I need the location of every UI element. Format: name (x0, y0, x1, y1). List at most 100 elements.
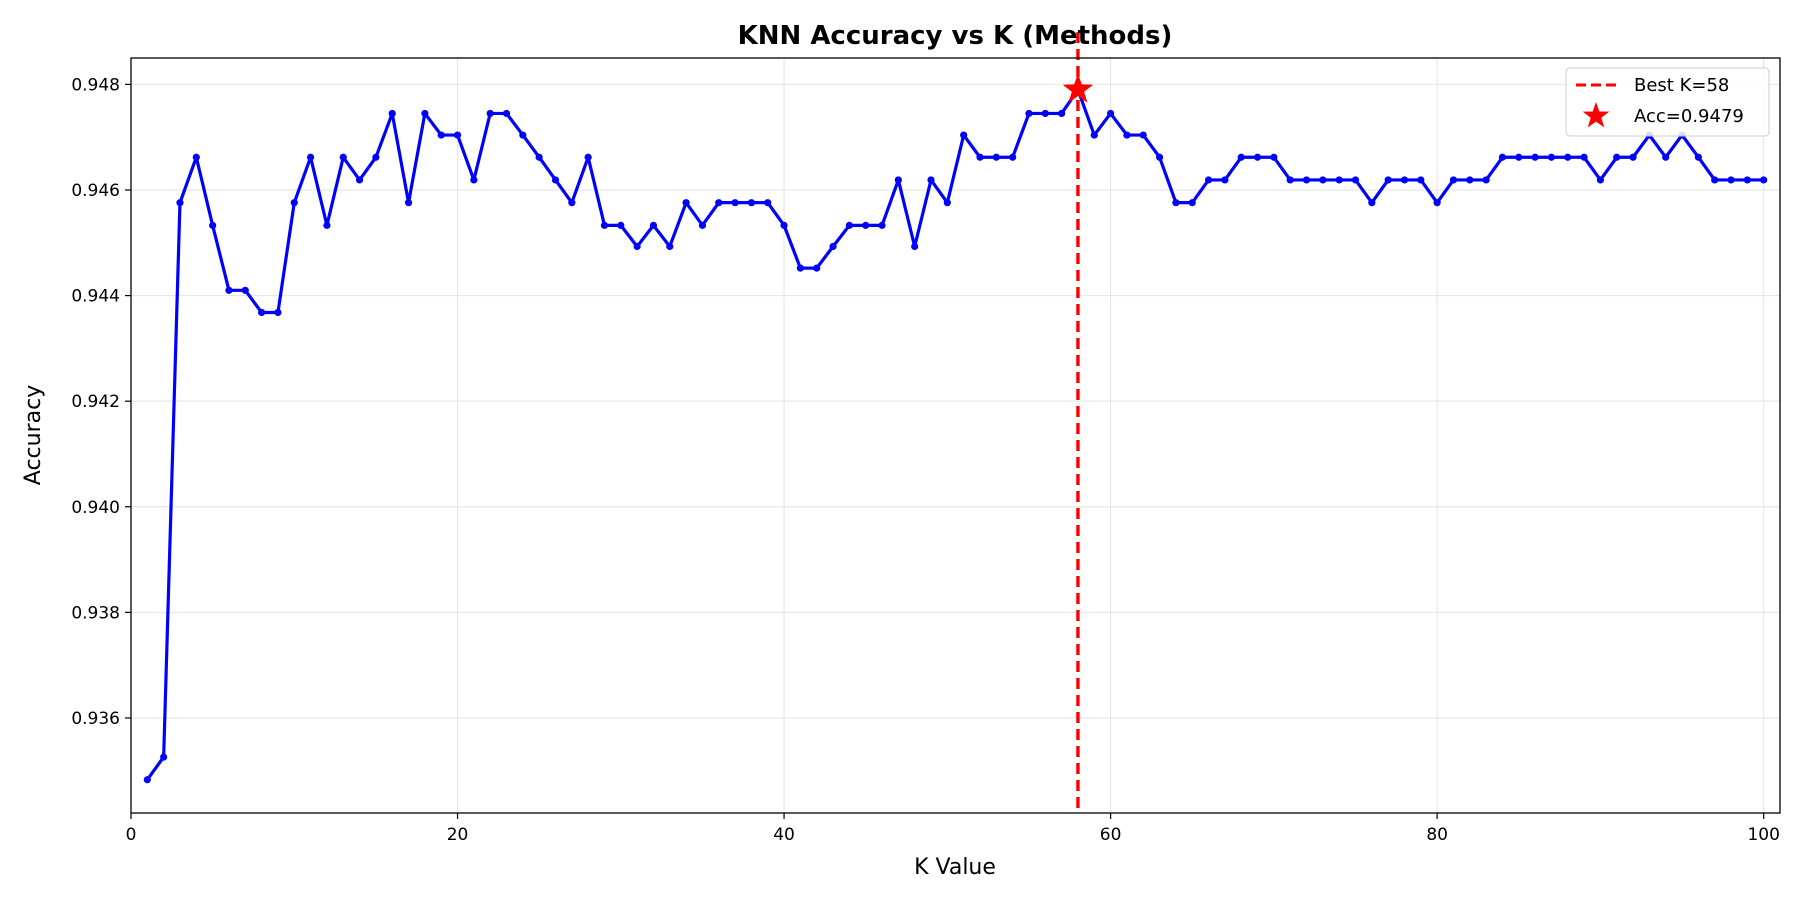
data-point (1139, 131, 1147, 139)
y-tick-label: 0.946 (71, 181, 120, 201)
data-point (1417, 176, 1425, 184)
data-point (519, 131, 527, 139)
data-point (617, 221, 625, 229)
data-point (666, 242, 674, 251)
data-point (1237, 153, 1245, 161)
data-point (1743, 176, 1751, 184)
accuracy-series-line (146, 88, 1764, 781)
data-point (176, 199, 184, 207)
data-point (323, 221, 331, 229)
data-point (796, 264, 804, 272)
data-point (764, 199, 772, 207)
plot-frame (130, 57, 1781, 814)
data-point (1368, 199, 1376, 207)
data-point (976, 153, 984, 161)
y-ticks: 0.936 0.938 0.940 0.942 0.944 0.946 0.948 (71, 75, 131, 729)
y-tick-label: 0.944 (71, 287, 120, 307)
data-point (1155, 153, 1164, 161)
data-point (780, 221, 788, 229)
data-point (355, 176, 364, 184)
data-point (1515, 153, 1523, 161)
data-point (960, 131, 968, 139)
data-point (1009, 153, 1017, 161)
data-point (911, 242, 919, 251)
x-tick-label: 80 (1426, 825, 1448, 845)
best-accuracy-star (1062, 73, 1094, 103)
data-point (1351, 176, 1360, 184)
data-point (1221, 176, 1229, 184)
data-point (992, 153, 1000, 161)
data-point (339, 153, 347, 161)
data-point (927, 176, 935, 184)
data-point (1482, 176, 1490, 184)
data-point (1253, 153, 1262, 161)
data-point (1025, 109, 1033, 118)
legend: Best K=58 Acc=0.9479 (1565, 67, 1770, 137)
legend-entry-best-k: Best K=58 (1634, 75, 1729, 96)
data-point (1107, 109, 1115, 118)
data-point (486, 109, 494, 118)
data-point (584, 153, 592, 161)
data-point (1319, 176, 1327, 184)
data-point (1433, 199, 1441, 207)
data-point (290, 199, 298, 207)
data-point (1058, 109, 1066, 118)
legend-entry-best-acc: Acc=0.9479 (1634, 106, 1744, 127)
data-point (747, 199, 756, 207)
data-point (682, 199, 690, 207)
data-point (845, 221, 853, 229)
best-k-layer (1062, 32, 1094, 813)
data-point (502, 109, 511, 118)
data-point (258, 308, 266, 317)
legend-star-icon (1582, 102, 1610, 128)
data-point (160, 753, 168, 761)
data-point (1613, 153, 1621, 161)
data-point (1760, 176, 1768, 184)
legend-box (1565, 67, 1770, 137)
y-axis-label: Accuracy (21, 385, 46, 485)
data-point (1270, 153, 1278, 161)
data-point (1302, 176, 1311, 184)
data-point (1090, 131, 1098, 139)
data-point (813, 264, 821, 272)
data-point (225, 286, 233, 294)
data-point (1727, 176, 1735, 184)
data-point (943, 199, 951, 207)
data-point (715, 199, 723, 207)
data-point (1384, 176, 1392, 184)
chart-title: KNN Accuracy vs K (Methods) (738, 21, 1173, 51)
data-point (1335, 176, 1343, 184)
y-tick-label: 0.936 (71, 709, 120, 729)
data-point (404, 199, 413, 207)
y-tick-label: 0.948 (71, 75, 120, 95)
x-axis-label: K Value (914, 855, 996, 880)
data-point (862, 221, 870, 229)
data-point (731, 199, 739, 207)
data-point (551, 176, 560, 184)
data-point (1172, 199, 1180, 207)
data-point (1498, 153, 1507, 161)
data-point (535, 153, 543, 161)
data-point (829, 242, 837, 251)
data-point (437, 131, 445, 139)
data-point (372, 153, 380, 161)
y-tick-label: 0.940 (71, 498, 120, 518)
x-tick-label: 0 (126, 825, 137, 845)
data-point (453, 131, 462, 139)
data-point (1662, 153, 1670, 161)
data-point (1711, 176, 1719, 184)
data-point (1286, 176, 1294, 184)
y-tick-label: 0.942 (71, 392, 120, 412)
data-point (1564, 153, 1572, 161)
x-tick-label: 60 (1100, 825, 1122, 845)
data-point (1400, 176, 1409, 184)
data-point (421, 109, 429, 118)
data-point (1547, 153, 1556, 161)
data-point (1531, 153, 1539, 161)
data-point (1188, 199, 1196, 207)
x-tick-label: 100 (1747, 825, 1779, 845)
data-point (306, 153, 315, 161)
